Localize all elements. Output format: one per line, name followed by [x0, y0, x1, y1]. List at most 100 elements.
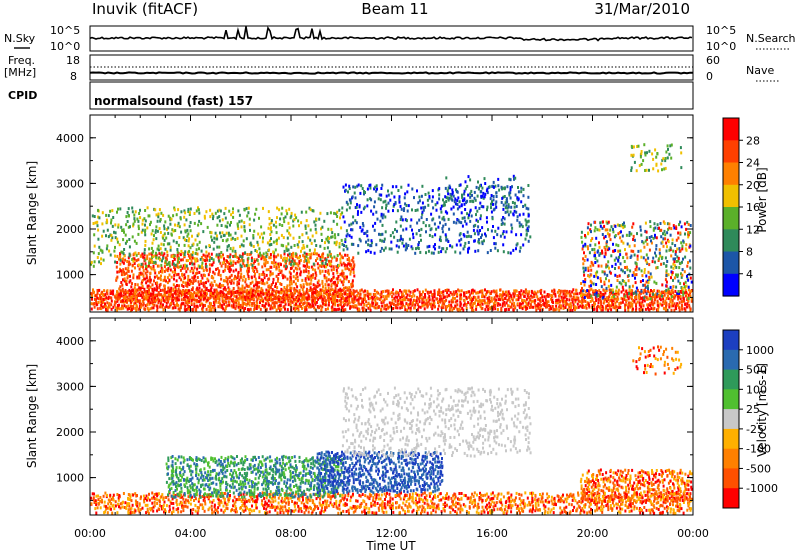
range-cell [194, 274, 197, 278]
range-cell [125, 271, 128, 275]
range-cell [354, 295, 357, 299]
range-cell [243, 208, 246, 212]
range-cell [513, 305, 516, 309]
range-cell [331, 300, 333, 304]
range-cell [387, 291, 390, 295]
range-cell [369, 292, 372, 296]
range-cell [169, 292, 172, 296]
range-cell [369, 303, 372, 307]
range-cell [132, 297, 135, 301]
range-cell [209, 283, 212, 287]
range-cell [253, 274, 256, 278]
range-cell [246, 260, 249, 264]
range-cell [306, 244, 309, 248]
range-cell [314, 223, 317, 227]
range-cell [359, 289, 362, 293]
range-cell [563, 292, 566, 296]
range-cell [509, 251, 512, 255]
range-cell [624, 266, 627, 269]
range-cell [647, 307, 650, 311]
range-cell [265, 251, 268, 255]
range-cell [243, 290, 246, 294]
range-cell [507, 251, 510, 255]
range-cell [426, 198, 429, 202]
range-cell [622, 256, 625, 260]
range-cell [298, 267, 301, 271]
range-cell [635, 273, 638, 277]
range-cell [413, 196, 415, 200]
range-cell [296, 267, 299, 271]
range-cell [419, 296, 422, 300]
range-cell [115, 277, 118, 281]
range-cell [335, 265, 338, 269]
range-cell [411, 187, 414, 191]
range-cell [208, 267, 211, 271]
range-cell [126, 307, 129, 311]
range-cell [475, 213, 477, 217]
range-cell [481, 194, 484, 198]
range-cell [378, 305, 381, 309]
range-cell [202, 230, 205, 234]
range-cell [555, 304, 558, 308]
range-cell [421, 301, 424, 305]
range-cell [246, 272, 249, 276]
range-cell [226, 282, 229, 286]
range-cell [484, 192, 487, 196]
range-cell [238, 289, 241, 293]
range-cell [164, 220, 167, 224]
range-cell [584, 244, 587, 248]
range-cell [249, 281, 252, 285]
range-cell [157, 291, 160, 294]
range-cell [504, 201, 507, 205]
range-cell [454, 202, 457, 206]
range-cell [663, 221, 666, 225]
range-cell [127, 298, 130, 302]
range-cell [199, 303, 202, 307]
range-cell [332, 302, 334, 306]
range-cell [678, 301, 681, 305]
range-cell [400, 185, 403, 189]
range-cell [290, 292, 293, 296]
range-cell [157, 301, 160, 305]
range-cell [168, 297, 171, 301]
range-cell [486, 220, 488, 224]
range-cell [175, 298, 178, 302]
range-cell [187, 278, 190, 282]
range-cell [339, 303, 342, 307]
range-cell [513, 209, 516, 213]
range-cell [430, 212, 433, 216]
range-cell [358, 237, 361, 241]
range-cell [627, 274, 630, 278]
range-cell [248, 300, 251, 304]
range-cell [267, 226, 270, 230]
range-cell [519, 246, 522, 250]
range-cell [379, 249, 382, 253]
range-cell [102, 305, 105, 309]
range-cell [536, 304, 539, 308]
range-cell [152, 296, 155, 300]
range-cell [406, 303, 409, 307]
range-cell [474, 223, 477, 227]
range-cell [631, 302, 634, 306]
range-cell [638, 267, 641, 271]
range-cell [489, 249, 492, 252]
range-cell [681, 287, 684, 290]
range-cell [192, 281, 194, 285]
range-cell [162, 254, 165, 258]
range-cell [286, 212, 289, 216]
range-cell [364, 191, 366, 194]
range-cell [169, 245, 172, 249]
range-cell [299, 272, 302, 276]
range-cell [133, 217, 136, 221]
range-cell [204, 254, 207, 258]
range-cell [274, 293, 277, 297]
range-cell [530, 294, 533, 298]
range-cell [271, 288, 274, 292]
range-cell [672, 278, 674, 282]
range-cell [313, 299, 316, 303]
range-cell [283, 264, 286, 268]
range-cell [300, 304, 303, 308]
range-cell [136, 300, 139, 303]
range-cell [220, 224, 223, 227]
cpid-text: normalsound (fast) 157 [94, 94, 253, 108]
